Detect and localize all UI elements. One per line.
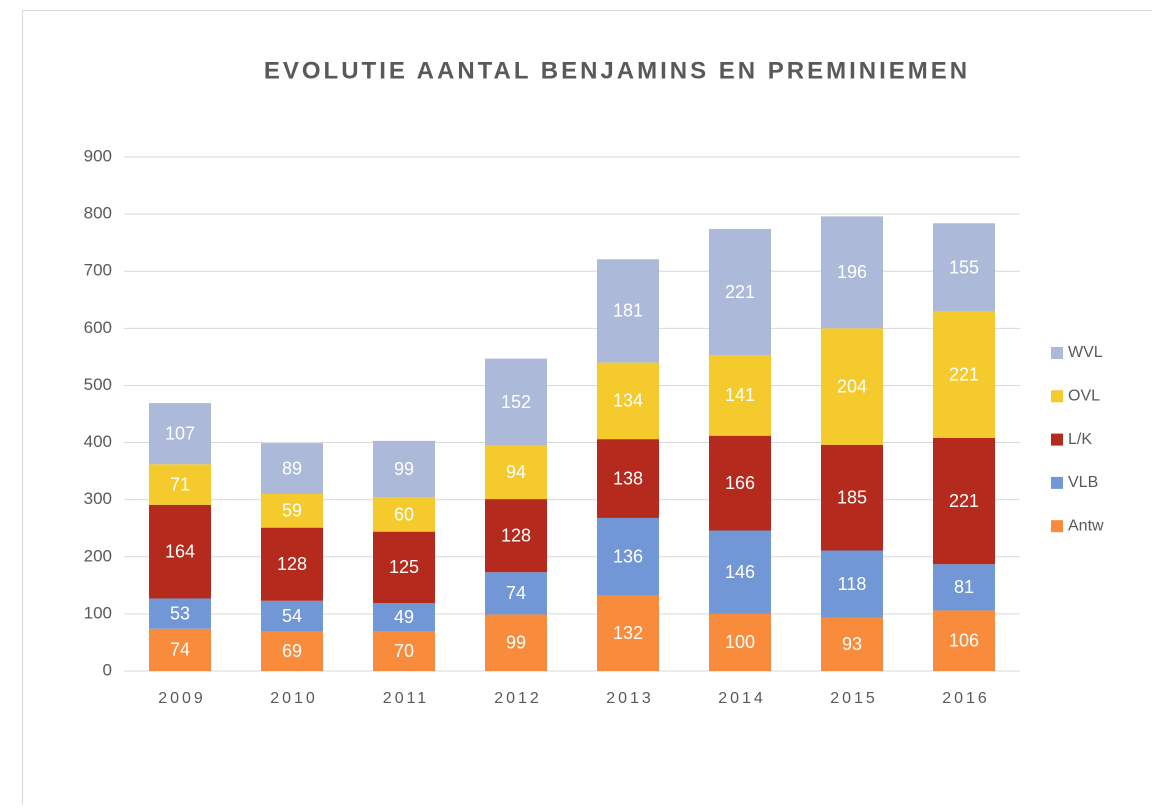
- data-label: 60: [394, 504, 414, 524]
- data-label: 74: [506, 583, 526, 603]
- data-label: 107: [165, 423, 195, 443]
- legend-label: OVL: [1068, 388, 1100, 405]
- x-tick-label: 2016: [942, 690, 990, 707]
- data-label: 181: [613, 301, 643, 321]
- data-label: 118: [838, 574, 867, 594]
- data-label: 221: [725, 282, 755, 302]
- data-label: 94: [506, 462, 526, 482]
- legend-swatch: [1051, 390, 1063, 402]
- data-label: 166: [725, 473, 755, 493]
- data-label: 221: [949, 365, 979, 385]
- data-label: 125: [389, 557, 419, 577]
- data-label: 69: [282, 641, 302, 661]
- legend-label: L/K: [1068, 431, 1092, 448]
- y-tick-label: 0: [103, 660, 112, 679]
- y-tick-label: 600: [84, 318, 112, 337]
- data-label: 221: [949, 491, 979, 511]
- data-label: 81: [954, 577, 974, 597]
- legend-swatch: [1051, 347, 1063, 359]
- data-label: 132: [613, 623, 643, 643]
- data-label: 138: [613, 468, 643, 488]
- data-label: 93: [842, 634, 862, 654]
- data-label: 128: [277, 554, 307, 574]
- legend-label: VLB: [1068, 474, 1098, 491]
- data-label: 185: [837, 487, 867, 507]
- x-tick-label: 2011: [383, 690, 429, 707]
- x-tick-label: 2012: [494, 690, 542, 707]
- data-label: 164: [165, 541, 195, 561]
- data-label: 155: [949, 257, 979, 277]
- y-tick-label: 200: [84, 546, 112, 565]
- x-tick-label: 2010: [270, 690, 318, 707]
- legend-label: Antw: [1068, 517, 1104, 534]
- x-tick-label: 2014: [718, 690, 766, 707]
- data-label: 146: [725, 562, 755, 582]
- data-label: 141: [725, 385, 755, 405]
- data-label: 99: [394, 459, 414, 479]
- data-label: 59: [282, 501, 302, 521]
- data-label: 89: [282, 458, 302, 478]
- data-label: 74: [170, 640, 190, 660]
- data-label: 152: [501, 392, 531, 412]
- data-label: 71: [170, 474, 190, 494]
- chart-title: EVOLUTIE AANTAL BENJAMINS EN PREMINIEMEN: [264, 57, 970, 84]
- legend-swatch: [1051, 477, 1063, 489]
- legend-label: WVL: [1068, 344, 1103, 361]
- data-label: 134: [613, 391, 643, 411]
- y-tick-label: 100: [84, 603, 112, 622]
- data-label: 54: [282, 606, 302, 626]
- x-tick-label: 2013: [606, 690, 654, 707]
- y-tick-label: 300: [84, 489, 112, 508]
- data-label: 70: [394, 641, 414, 661]
- data-label: 196: [837, 262, 867, 282]
- data-label: 106: [949, 630, 979, 650]
- x-tick-label: 2009: [158, 690, 206, 707]
- y-tick-label: 700: [84, 261, 112, 280]
- y-tick-label: 800: [84, 204, 112, 223]
- data-label: 204: [837, 376, 867, 396]
- y-tick-label: 400: [84, 432, 112, 451]
- data-label: 128: [501, 525, 531, 545]
- legend-swatch: [1051, 434, 1063, 446]
- y-tick-label: 900: [84, 146, 112, 165]
- x-tick-label: 2015: [830, 690, 878, 707]
- data-label: 53: [170, 603, 190, 623]
- y-tick-label: 500: [84, 375, 112, 394]
- data-label: 99: [506, 632, 526, 652]
- data-label: 100: [725, 632, 755, 652]
- data-label: 136: [613, 547, 643, 567]
- legend-swatch: [1051, 520, 1063, 532]
- data-label: 49: [394, 607, 414, 627]
